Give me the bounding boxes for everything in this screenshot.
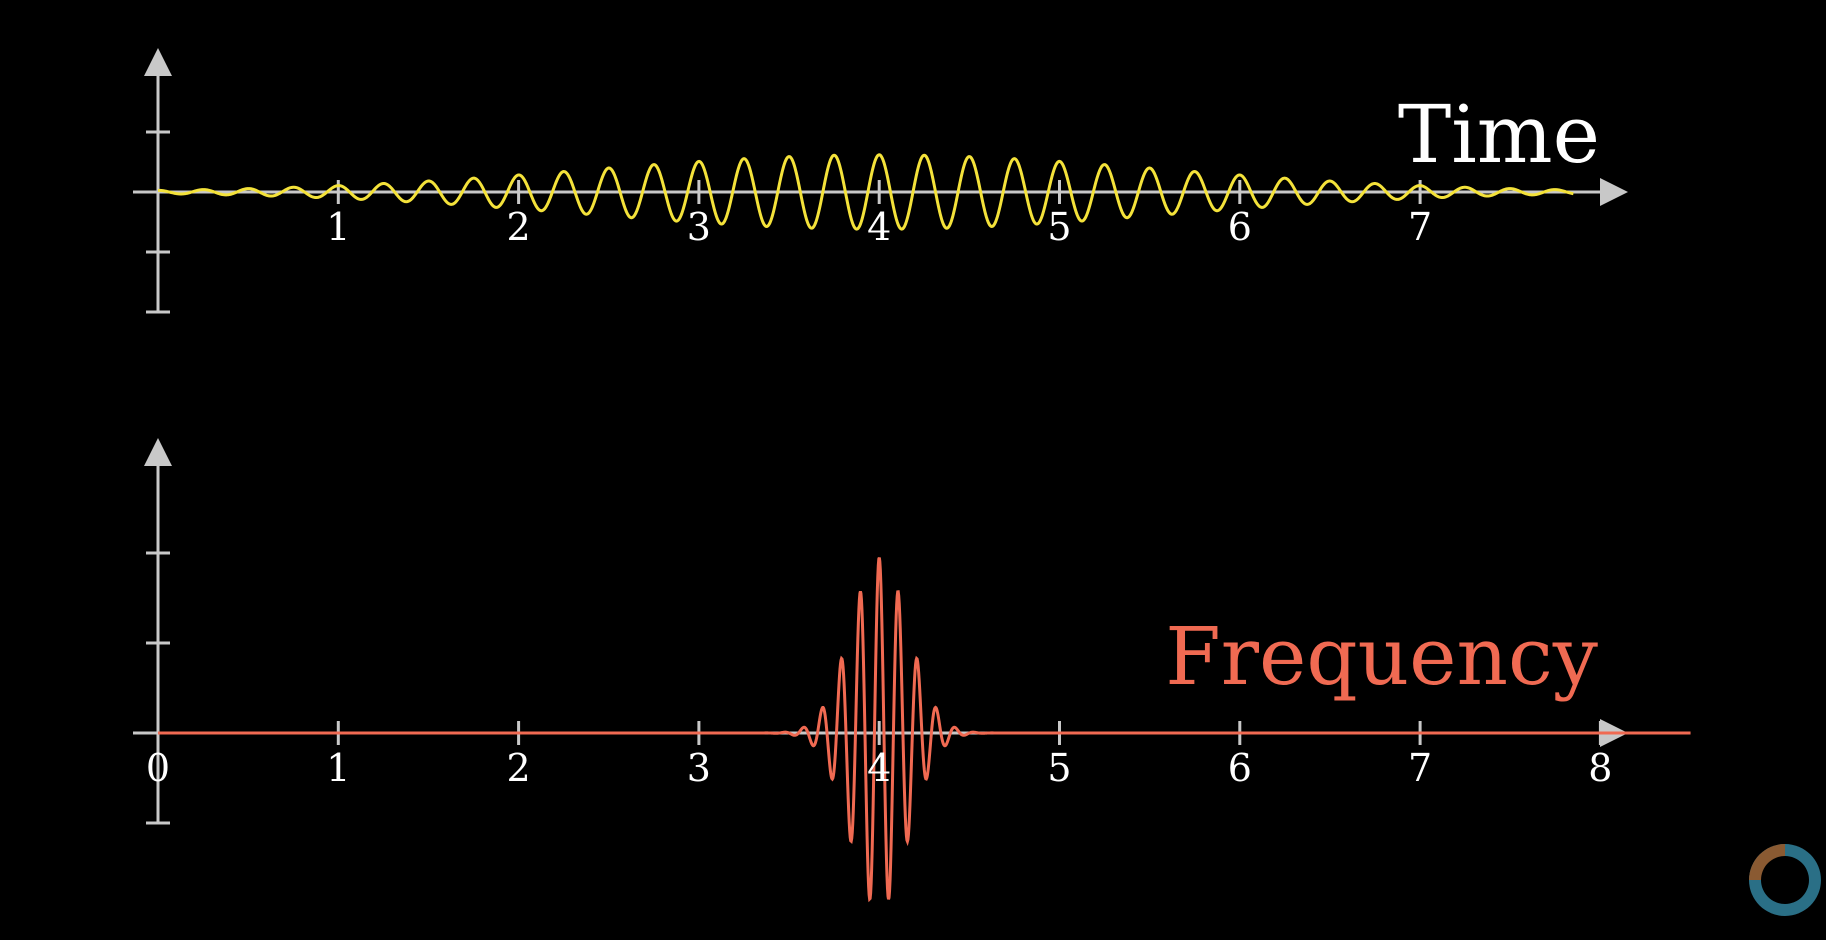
frequency-title: Frequency xyxy=(1165,610,1598,703)
x-tick-label: 8 xyxy=(1588,746,1612,790)
x-axis-arrow xyxy=(1600,178,1628,206)
x-tick-label: 3 xyxy=(687,205,711,249)
time-chart: 1 2 3 4 5 6 7 Time xyxy=(133,48,1628,314)
x-tick-label: 6 xyxy=(1228,205,1252,249)
y-axis-arrow xyxy=(144,48,172,76)
x-tick-label: 2 xyxy=(507,205,531,249)
time-y-ticks xyxy=(146,130,170,314)
time-x-ticks xyxy=(336,180,1422,204)
x-tick-label: 1 xyxy=(326,746,350,790)
x-tick-label: 5 xyxy=(1047,205,1071,249)
x-tick-label: 0 xyxy=(146,746,170,790)
time-title: Time xyxy=(1398,88,1600,181)
y-axis-arrow xyxy=(144,438,172,466)
time-signal-line xyxy=(157,153,1574,231)
x-tick-label: 1 xyxy=(326,205,350,249)
time-tick-labels: 1 2 3 4 5 6 7 xyxy=(326,205,1432,249)
x-tick-label: 6 xyxy=(1228,746,1252,790)
frequency-tick-labels: 0 1 2 3 4 5 6 7 8 xyxy=(146,746,1613,790)
x-tick-label: 2 xyxy=(507,746,531,790)
x-tick-label: 7 xyxy=(1408,746,1432,790)
frequency-chart: 0 1 2 3 4 5 6 7 8 Frequency xyxy=(133,438,1691,903)
x-tick-label: 5 xyxy=(1047,746,1071,790)
frequency-signal-line xyxy=(158,557,1691,903)
loading-spinner-icon xyxy=(1749,844,1821,916)
x-tick-label: 3 xyxy=(687,746,711,790)
x-tick-label: 4 xyxy=(867,746,891,790)
x-tick-label: 4 xyxy=(867,205,891,249)
x-tick-label: 7 xyxy=(1408,205,1432,249)
frequency-y-ticks xyxy=(146,551,170,825)
